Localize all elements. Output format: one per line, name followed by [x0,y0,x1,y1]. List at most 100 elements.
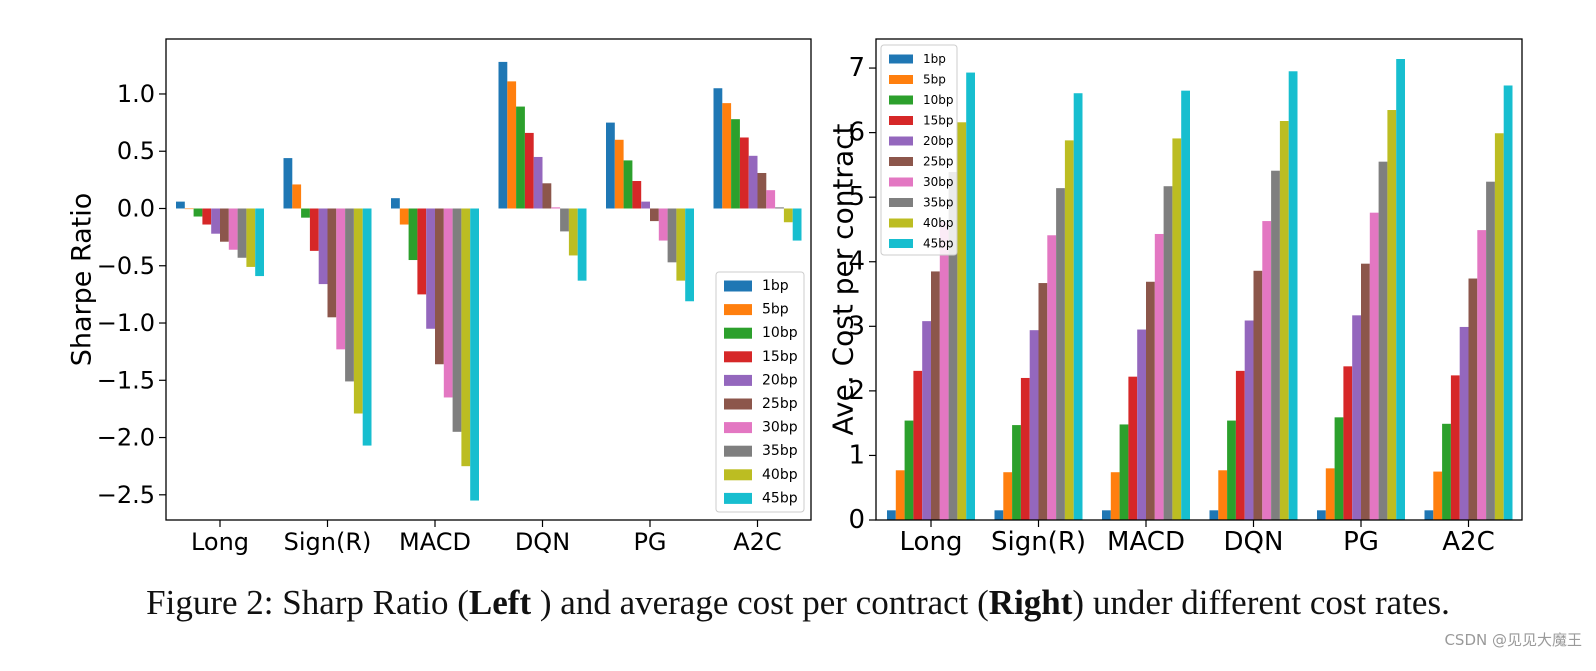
bar-pg-45bp [1396,59,1405,520]
bar-dqn-45bp [1288,71,1298,520]
legend-label-30bp: 30bp [762,420,798,436]
bar-long-15bp [913,370,923,520]
x-tick-label: A2C [733,528,781,556]
bar-long-15bp [202,208,212,225]
legend-swatch-10bp [724,327,752,339]
bar-pg-1bp [1317,510,1326,520]
bar-signr-20bp [318,208,328,285]
bar-dqn-10bp [1227,420,1236,520]
bar-dqn-30bp [1262,221,1272,520]
bar-pg-20bp [1352,315,1361,520]
bar-long-40bp [957,122,967,520]
bar-pg-5bp [1325,468,1335,520]
bar-signr-10bp [301,208,310,218]
bar-pg-35bp [1378,161,1388,521]
bar-macd-10bp [1119,424,1129,520]
bar-a2c-15bp [1450,375,1460,520]
caption-prefix: Figure 2: Sharp Ratio ( [146,583,469,622]
bar-signr-35bp [1056,188,1065,520]
legend-swatch-5bp [724,304,752,316]
bar-signr-45bp [1073,93,1083,520]
bar-signr-20bp [1029,330,1039,520]
bar-dqn-35bp [1271,170,1280,520]
y-tick-label: 0 [848,505,865,535]
bar-macd-20bp [1137,329,1146,520]
legend-label-20bp: 20bp [923,134,954,148]
legend-label-40bp: 40bp [762,467,798,483]
x-tick-label: Sign(R) [991,527,1086,557]
y-tick-label: 1.0 [117,80,155,108]
legend-swatch-10bp [889,95,913,105]
bar-a2c-20bp [1459,326,1469,520]
bar-a2c-45bp [1503,85,1513,521]
bar-dqn-30bp [551,207,561,209]
bar-a2c-30bp [766,190,776,209]
caption-middle: ) and average cost per contract ( [531,583,989,622]
legend-swatch-35bp [889,198,913,207]
axes-frame [165,38,812,521]
legend-swatch-1bp [889,54,913,64]
bar-a2c-40bp [783,208,793,223]
bar-macd-25bp [1146,281,1155,520]
legend-swatch-30bp [889,177,913,187]
legend-swatch-40bp [889,218,913,228]
bar-dqn-40bp [568,208,578,256]
legend-swatch-25bp [889,157,913,166]
bar-signr-15bp [309,208,319,251]
bar-macd-30bp [443,208,453,398]
bar-a2c-5bp [722,103,732,209]
legend-label-35bp: 35bp [923,196,954,210]
legend-swatch-30bp [724,422,752,434]
bar-a2c-25bp [757,172,767,209]
legend-swatch-45bp [889,239,913,248]
bar-a2c-15bp [739,137,749,209]
y-axis-label: Ave. Cost per contract [827,123,860,435]
bar-a2c-10bp [1442,423,1451,520]
legend-label-25bp: 25bp [762,396,798,412]
bar-long-10bp [904,420,914,520]
y-axis-label: Sharpe Ratio [67,193,98,367]
legend-label-5bp: 5bp [762,302,789,318]
legend-label-30bp: 30bp [923,175,954,189]
figure-caption: Figure 2: Sharp Ratio (Left ) and averag… [0,583,1596,623]
bar-signr-40bp [353,208,363,414]
legend-swatch-20bp [724,374,752,386]
legend-label-5bp: 5bp [923,73,946,87]
bar-long-30bp [939,221,949,520]
x-tick-label: Sign(R) [284,528,372,556]
axes-frame [875,38,1523,521]
bar-a2c-1bp [713,88,723,209]
bar-dqn-45bp [577,208,587,281]
bar-a2c-40bp [1494,133,1504,520]
bar-a2c-35bp [1486,181,1495,520]
bar-macd-45bp [470,208,479,501]
bar-pg-15bp [1343,366,1353,520]
bar-dqn-20bp [533,156,543,209]
bar-dqn-20bp [1244,320,1254,520]
legend: 1bp 5bp 10bp 15bp 20bp 25bp 30bp 35bp 40bp 45bp [880,44,958,256]
bar-signr-1bp [994,510,1004,520]
bar-long-1bp [176,201,185,209]
bar-a2c-10bp [731,119,740,209]
y-tick-label: 7 [848,53,865,83]
bar-macd-35bp [452,208,462,432]
legend-swatch-35bp [724,445,752,457]
bar-pg-20bp [641,201,650,209]
bar-dqn-40bp [1279,121,1289,520]
bar-pg-40bp [1387,110,1397,521]
legend-swatch-5bp [889,75,913,84]
bar-a2c-25bp [1468,278,1478,520]
bar-dqn-5bp [1218,470,1228,520]
bar-pg-30bp [1369,212,1379,520]
bar-pg-40bp [676,208,686,281]
bar-pg-25bp [1361,263,1370,520]
bar-macd-40bp [1172,138,1182,520]
bar-macd-15bp [417,208,427,295]
bar-dqn-5bp [507,81,517,209]
bar-a2c-35bp [775,207,784,209]
y-tick-label: 3 [848,311,865,341]
bar-macd-30bp [1154,233,1164,521]
bar-long-45bp [255,208,264,277]
bar-long-5bp [895,470,905,520]
caption-right-word: Right [988,583,1073,622]
